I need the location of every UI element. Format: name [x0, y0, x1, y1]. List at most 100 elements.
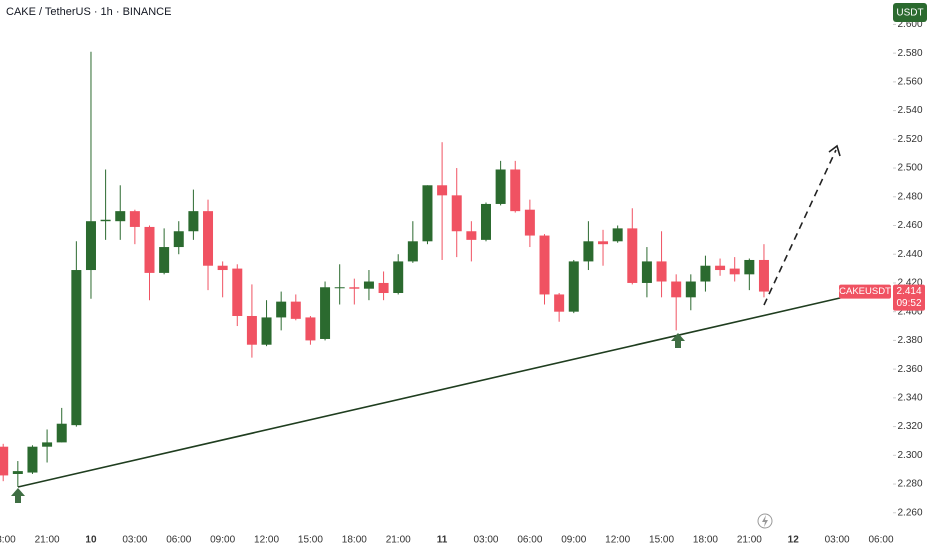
y-tick-label: 2.320	[897, 421, 922, 432]
candle-body	[0, 446, 9, 476]
x-tick-label: 18:00	[0, 535, 16, 546]
candle-body	[349, 287, 360, 289]
bounce-arrow	[11, 488, 25, 503]
candle-body	[290, 301, 301, 319]
candle-body	[276, 301, 287, 318]
candle-body	[437, 185, 448, 196]
candle-body	[612, 228, 623, 242]
candle-body	[715, 265, 726, 271]
candle-body	[627, 228, 638, 283]
candle-body	[246, 315, 257, 345]
candle-body	[466, 231, 477, 240]
candle-body	[758, 259, 769, 292]
x-tick-label: 09:00	[561, 535, 586, 546]
candle-body	[641, 261, 652, 283]
currency-badge[interactable]	[893, 3, 927, 22]
candle-body	[510, 169, 521, 212]
candle-body	[159, 247, 170, 273]
candle-body	[144, 226, 155, 273]
x-tick-label: 21:00	[386, 535, 411, 546]
candle-body	[363, 281, 374, 289]
x-tick-label: 03:00	[473, 535, 498, 546]
replay-icon-bolt	[762, 515, 768, 527]
candle-body	[539, 235, 550, 295]
candle-body	[305, 317, 316, 341]
y-tick-label: 2.300	[897, 450, 922, 461]
y-tick-label: 2.500	[897, 163, 922, 174]
bounce-arrow	[671, 333, 685, 348]
candle-body	[524, 209, 535, 236]
candle-body	[729, 268, 740, 275]
x-tick-label: 11	[437, 535, 448, 546]
x-tick-label: 09:00	[210, 535, 235, 546]
candle-body	[685, 281, 696, 298]
y-tick-label: 2.600	[897, 19, 922, 30]
candle-body	[451, 195, 462, 232]
projection-line	[763, 149, 837, 306]
x-tick-label: 12:00	[605, 535, 630, 546]
candle-body	[27, 446, 38, 473]
candle-body	[232, 268, 243, 316]
candle-body	[554, 294, 565, 312]
y-tick-label: 2.460	[897, 220, 922, 231]
candle-body	[334, 287, 345, 289]
candle-body	[393, 261, 404, 294]
x-tick-label: 06:00	[868, 535, 893, 546]
x-tick-label: 06:00	[517, 535, 542, 546]
y-tick-label: 2.480	[897, 191, 922, 202]
y-tick-label: 2.420	[897, 278, 922, 289]
y-tick-label: 2.360	[897, 364, 922, 375]
x-tick-label: 03:00	[122, 535, 147, 546]
chart-title: CAKE / TetherUS · 1h · BINANCE	[6, 6, 171, 18]
candle-body	[129, 211, 140, 227]
replay-icon[interactable]	[757, 513, 773, 529]
symbol-tag-label: CAKEUSDT	[839, 286, 891, 297]
y-tick-label: 2.400	[897, 306, 922, 317]
x-tick-label: 18:00	[342, 535, 367, 546]
candle-body	[85, 221, 96, 271]
x-tick-label: 12	[788, 535, 800, 546]
x-tick-label: 06:00	[166, 535, 191, 546]
y-tick-label: 2.540	[897, 105, 922, 116]
candle-body	[71, 270, 82, 426]
candle-body	[744, 259, 755, 275]
candle-body	[115, 211, 126, 222]
y-tick-label: 2.580	[897, 48, 922, 59]
y-tick-label: 2.260	[897, 507, 922, 518]
candle-body	[378, 282, 389, 294]
x-tick-label: 21:00	[35, 535, 60, 546]
candle-body	[568, 261, 579, 312]
y-tick-label: 2.560	[897, 77, 922, 88]
y-tick-label: 2.380	[897, 335, 922, 346]
currency-label: USDT	[896, 8, 923, 19]
countdown: 09:52	[896, 298, 921, 309]
price-tag	[893, 284, 925, 311]
candle-body	[700, 265, 711, 282]
candle-body	[598, 241, 609, 245]
x-tick-label: 21:00	[737, 535, 762, 546]
candle-body	[583, 241, 594, 262]
x-tick-label: 15:00	[298, 535, 323, 546]
plot-area	[0, 51, 769, 487]
y-tick-label: 2.280	[897, 479, 922, 490]
candle-body	[56, 423, 67, 443]
last-price: 2.414	[896, 286, 921, 297]
y-tick-label: 2.520	[897, 134, 922, 145]
x-tick-label: 12:00	[254, 535, 279, 546]
candle-body	[42, 442, 53, 447]
x-tick-label: 03:00	[825, 535, 850, 546]
candle-body	[12, 471, 23, 474]
y-tick-label: 2.340	[897, 392, 922, 403]
candle-body	[173, 231, 184, 248]
candle-body	[188, 211, 199, 232]
candle-body	[656, 261, 667, 282]
symbol-tag	[839, 284, 891, 299]
candle-body	[671, 281, 682, 298]
candle-body	[407, 241, 418, 262]
projection-arrowhead	[828, 144, 841, 157]
x-tick-label: 18:00	[693, 535, 718, 546]
candle-body	[480, 203, 491, 240]
candle-body	[261, 317, 272, 345]
y-tick-label: 2.440	[897, 249, 922, 260]
